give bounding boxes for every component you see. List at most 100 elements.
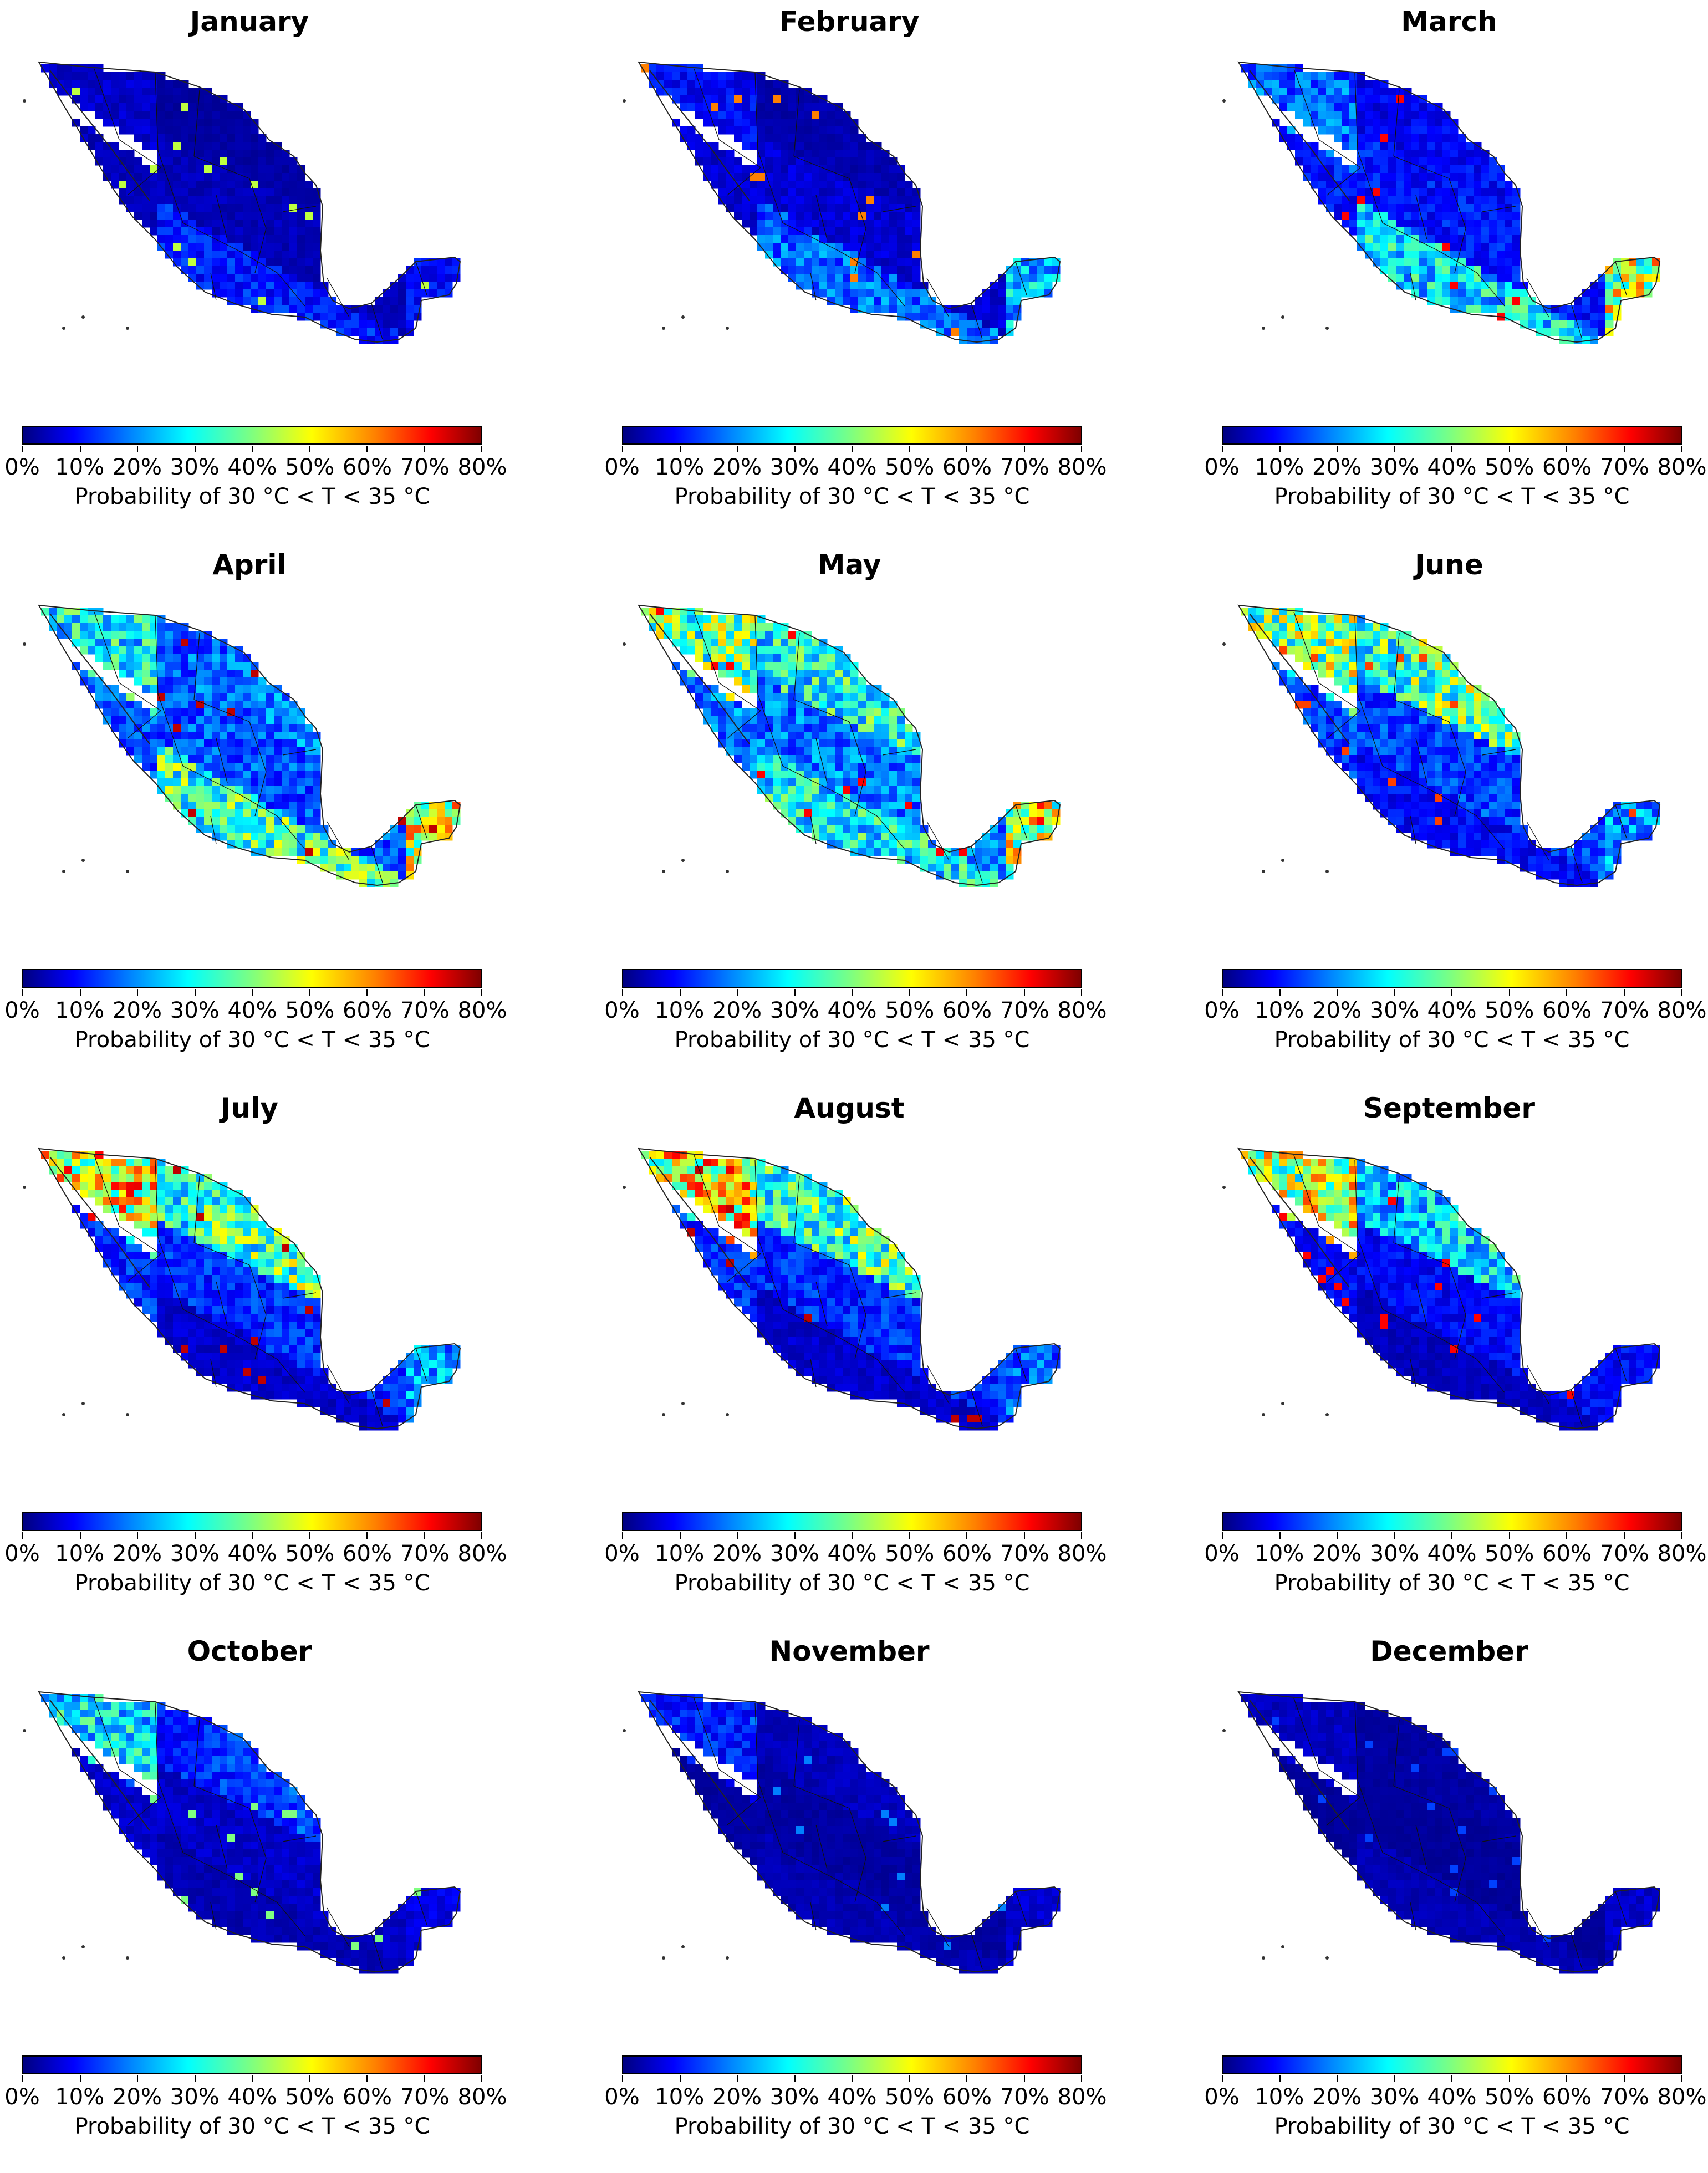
state-border <box>754 1702 758 1781</box>
island-marker <box>81 1945 85 1948</box>
colorbar-tick-label: 0% <box>4 1541 40 1567</box>
colorbar-tick <box>1451 2075 1452 2082</box>
state-border <box>127 1797 161 1825</box>
colorbar-tick-label: 30% <box>170 1541 220 1567</box>
island-marker <box>62 327 65 330</box>
colorbar-tick-label: 80% <box>1057 455 1107 480</box>
colorbar-tick <box>424 989 425 996</box>
colorbar-tick <box>622 2075 623 2082</box>
probability-map <box>23 604 461 887</box>
colorbar-tick <box>622 446 623 452</box>
map-cells <box>41 1694 461 1974</box>
colorbar-tick-label: 70% <box>1000 998 1049 1023</box>
country-outline <box>38 1691 461 1973</box>
colorbar-tick <box>366 989 368 996</box>
gulf-coastline <box>649 613 750 744</box>
colorbar-tick-label: 20% <box>113 455 162 480</box>
state-border <box>876 815 905 850</box>
state-border <box>1571 846 1583 883</box>
panel-title: March <box>1401 6 1497 38</box>
colorbar-tick-label: 50% <box>1485 455 1534 480</box>
state-border <box>727 167 761 196</box>
map-panel-february: February 0% 10% 20% 30% 40% 50% 60% 70% 80% Probab… <box>604 0 1160 543</box>
island-marker <box>126 870 129 873</box>
state-border <box>1357 1237 1383 1310</box>
colorbar-tick <box>1566 2075 1567 2082</box>
state-border <box>727 1253 761 1282</box>
state-border <box>838 1337 878 1360</box>
state-border <box>694 1155 720 1227</box>
island-marker <box>623 1186 626 1189</box>
state-border <box>1354 1702 1358 1781</box>
state-border <box>1393 1176 1400 1243</box>
colorbar-tick-label: 0% <box>4 998 40 1023</box>
state-border <box>793 89 800 157</box>
state-border <box>193 89 200 157</box>
colorbar-tick <box>1222 446 1223 452</box>
colorbar-tick <box>1279 2075 1281 2082</box>
state-border <box>371 846 383 883</box>
colorbar-tick-label: 80% <box>1057 2084 1107 2110</box>
colorbar-tick-label: 60% <box>1542 2084 1592 2110</box>
gulf-coastline <box>649 70 750 201</box>
state-border <box>838 1880 878 1903</box>
island-marker <box>1281 315 1284 319</box>
colorbar-tick <box>22 989 23 996</box>
state-border <box>1354 616 1358 695</box>
panel-title: December <box>1370 1635 1528 1667</box>
colorbar-tick-label: 30% <box>1369 998 1419 1023</box>
colorbar-tick-label: 10% <box>655 998 705 1023</box>
state-border <box>1415 1281 1427 1327</box>
colorbar-tick <box>424 446 425 452</box>
colorbar-tick <box>1337 989 1338 996</box>
country-outline <box>38 1147 461 1430</box>
state-border <box>754 1159 758 1238</box>
colorbar-tick-label: 50% <box>885 998 935 1023</box>
colorbar-tick-label: 20% <box>113 998 162 1023</box>
colorbar-tick <box>794 2075 796 2082</box>
colorbar-tick-label: 40% <box>227 998 277 1023</box>
colorbar-tick-label: 40% <box>227 2084 277 2110</box>
state-border <box>127 167 161 196</box>
map-panel-july: July 0% 10% 20% 30% 40% 50% 60% 70% 80% Probabilit… <box>4 1086 560 1630</box>
colorbar-tick-labels: 0% 10% 20% 30% 40% 50% 60% 70% 80% <box>604 455 1107 482</box>
state-border <box>727 1797 761 1825</box>
colorbar-ticks <box>1222 989 1682 997</box>
state-border <box>1526 1364 1549 1404</box>
state-border <box>926 278 950 318</box>
probability-map <box>1222 1691 1661 1974</box>
colorbar-tick-label: 50% <box>285 998 335 1023</box>
colorbar-tick <box>481 989 482 996</box>
colorbar-tick-label: 80% <box>1657 2084 1707 2110</box>
gulf-coastline <box>649 1156 750 1288</box>
state-border <box>238 1337 278 1360</box>
colorbar-tick-labels: 0% 10% 20% 30% 40% 50% 60% 70% 80% <box>4 455 507 482</box>
colorbar-tick <box>1566 989 1567 996</box>
island-marker <box>1222 1729 1226 1732</box>
colorbar-tick <box>1623 989 1625 996</box>
colorbar-tick-label: 50% <box>285 1541 335 1567</box>
state-border <box>238 1880 278 1903</box>
colorbar-tick <box>909 989 910 996</box>
colorbar-tick <box>679 1532 681 1539</box>
colorbar-tick <box>966 1532 967 1539</box>
colorbar-tick <box>22 1532 23 1539</box>
island-marker <box>1262 870 1265 873</box>
island-marker <box>62 870 65 873</box>
island-marker <box>662 1956 665 1960</box>
state-border <box>971 303 983 340</box>
colorbar-tick <box>1451 989 1452 996</box>
state-border <box>1382 222 1439 251</box>
colorbar-tick <box>309 2075 310 2082</box>
island-marker <box>1281 1402 1284 1405</box>
colorbar-tick <box>366 1532 368 1539</box>
state-border <box>249 1264 267 1315</box>
colorbar-tick-label: 80% <box>457 2084 507 2110</box>
state-border <box>926 821 950 861</box>
state-border <box>757 1780 783 1853</box>
state-border <box>1393 632 1400 700</box>
colorbar-tick <box>22 446 23 452</box>
state-border <box>238 250 278 273</box>
colorbar-label: Probability of 30 °C < T < 35 °C <box>1274 2114 1630 2139</box>
state-border <box>1393 156 1450 179</box>
